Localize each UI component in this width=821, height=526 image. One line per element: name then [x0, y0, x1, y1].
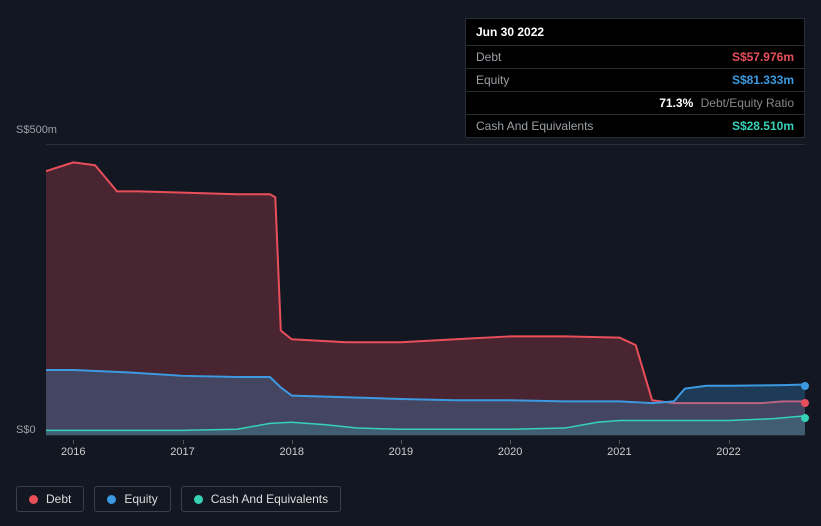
debt-equity-chart: S$500m S$0 2016 2017 2018 2019 2020 2021 2022 — [16, 124, 805, 464]
tooltip-row: DebtS$57.976m — [466, 46, 804, 69]
x-axis: 2016 2017 2018 2019 2020 2021 2022 — [46, 440, 805, 464]
x-tick-label: 2018 — [279, 446, 303, 458]
x-tick-mark — [73, 440, 74, 444]
tooltip-row: 71.3% Debt/Equity Ratio — [466, 92, 804, 115]
x-tick-mark — [729, 440, 730, 444]
x-tick-label: 2019 — [389, 446, 413, 458]
x-tick-label: 2020 — [498, 446, 522, 458]
x-tick-mark — [183, 440, 184, 444]
legend-label: Cash And Equivalents — [211, 492, 328, 506]
x-tick-mark — [401, 440, 402, 444]
tooltip-row-subvalue: Debt/Equity Ratio — [697, 96, 794, 110]
series-end-dot — [801, 414, 809, 422]
tooltip-row-value: S$57.976m — [732, 50, 794, 64]
x-tick-label: 2017 — [170, 446, 194, 458]
tooltip-row-value: S$81.333m — [732, 73, 794, 87]
legend-swatch — [29, 495, 38, 504]
legend-label: Debt — [46, 492, 71, 506]
x-tick-mark — [510, 440, 511, 444]
tooltip-row-value: 71.3% Debt/Equity Ratio — [659, 96, 794, 110]
legend-swatch — [107, 495, 116, 504]
legend-label: Equity — [124, 492, 157, 506]
x-tick-label: 2022 — [716, 446, 740, 458]
x-tick-label: 2016 — [61, 446, 85, 458]
series-end-dot — [801, 399, 809, 407]
legend-swatch — [194, 495, 203, 504]
x-tick-mark — [619, 440, 620, 444]
chart-legend: Debt Equity Cash And Equivalents — [16, 486, 341, 512]
tooltip-row-label — [476, 96, 659, 110]
legend-item[interactable]: Debt — [16, 486, 84, 512]
legend-item[interactable]: Equity — [94, 486, 170, 512]
tooltip-row-label: Debt — [476, 50, 732, 64]
tooltip-row-label: Equity — [476, 73, 732, 87]
y-axis-label-min: S$0 — [16, 424, 36, 436]
legend-item[interactable]: Cash And Equivalents — [181, 486, 341, 512]
x-tick-mark — [292, 440, 293, 444]
tooltip-row: EquityS$81.333m — [466, 69, 804, 92]
chart-plot[interactable] — [46, 144, 805, 436]
series-end-dot — [801, 382, 809, 390]
y-axis-label-max: S$500m — [16, 124, 57, 136]
tooltip-date: Jun 30 2022 — [466, 19, 804, 46]
details-tooltip: Jun 30 2022 DebtS$57.976mEquityS$81.333m… — [465, 18, 805, 138]
x-tick-label: 2021 — [607, 446, 631, 458]
